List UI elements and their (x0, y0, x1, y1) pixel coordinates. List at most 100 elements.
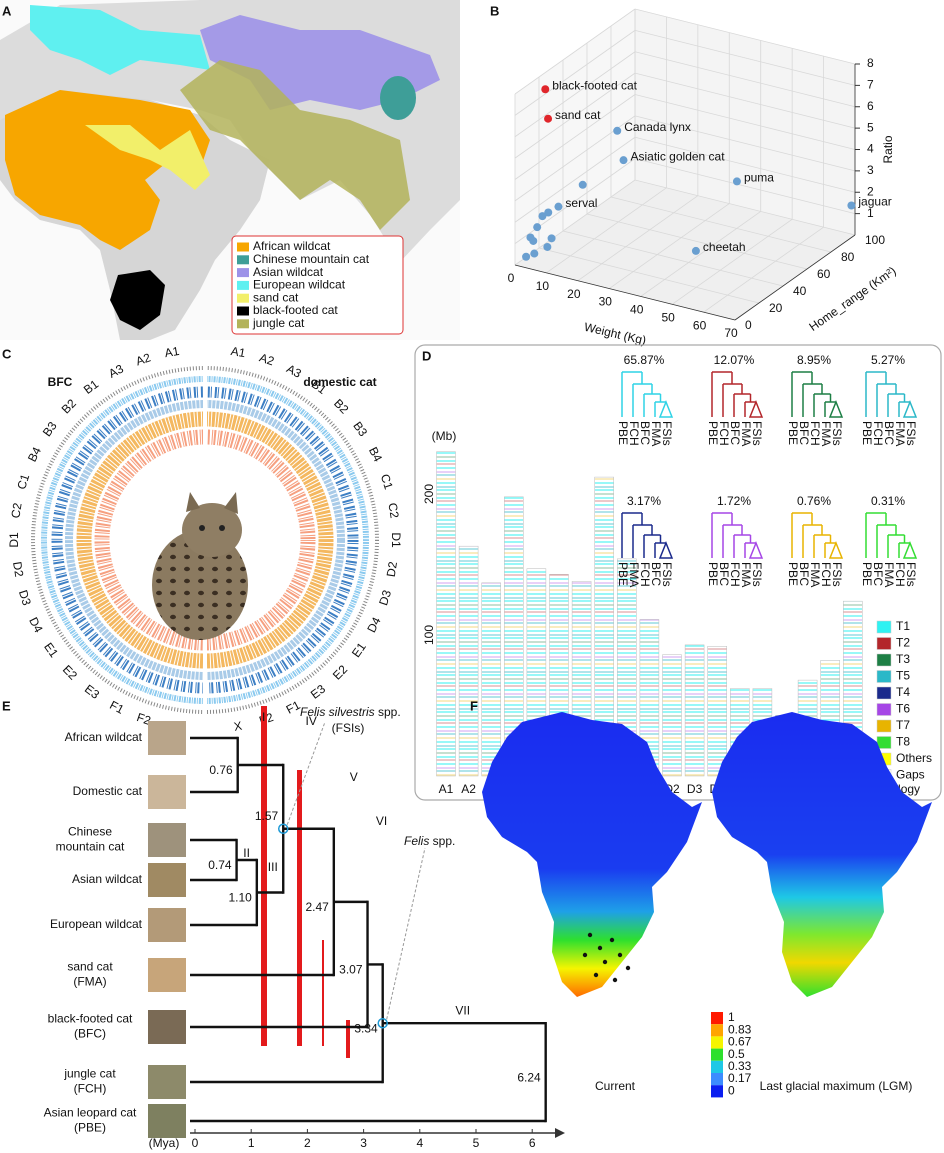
colorbar-label: 0.83 (728, 1022, 752, 1036)
clade-label: V (350, 770, 358, 784)
z-axis-label: Ratio (881, 135, 895, 163)
leaf-label: FCH (808, 421, 822, 446)
colorbar-cell (711, 1024, 723, 1037)
species-label: Asian leopard cat (44, 1106, 137, 1120)
x-axis-label: Weight (Kg) (583, 320, 648, 348)
chromosome-label: A3 (284, 362, 304, 381)
decoration (712, 712, 932, 997)
niche-legend: 10.830.670.50.330.170 Current Last glacial… (595, 1010, 913, 1098)
node-age: 0.74 (208, 858, 232, 872)
z-tick-label: 4 (867, 142, 874, 156)
leaf-label: BFC (882, 421, 896, 445)
point (544, 208, 553, 217)
bar (684, 644, 705, 777)
x-tick-label: D3 (687, 782, 703, 796)
species-label: Domestic cat (73, 784, 143, 798)
panel-letter: F (470, 698, 478, 713)
clade-label: VII (455, 1003, 470, 1017)
legend-label: African wildcat (253, 239, 331, 253)
leader-line (386, 847, 426, 1020)
legend-swatch (876, 637, 892, 650)
decoration (85, 125, 210, 190)
y-tick-label: 80 (841, 250, 855, 264)
scatter3d: 0 10 20 30 40 50 60 70 0 20 40 60 80 100 1 2 3 4 5 6 7 8 Weigh… (508, 8, 899, 348)
chromosome-label: A2 (134, 350, 153, 368)
topology-percent: 0.31% (871, 494, 905, 508)
chromosome-label: E1 (41, 640, 61, 660)
chromosome-label: E2 (330, 662, 351, 683)
map-caption: Last glacial maximum (LGM) (760, 1079, 913, 1093)
legend-label: T1 (896, 619, 910, 633)
legend-swatch (237, 293, 249, 303)
node-highlight (277, 823, 289, 834)
decoration (219, 525, 225, 531)
legend-swatch (237, 319, 249, 329)
legend-swatch (876, 703, 892, 716)
grid-line (514, 136, 636, 223)
leaf-label: BFC (717, 562, 731, 586)
decoration (612, 977, 618, 983)
species-label: black-footed cat (48, 1012, 133, 1026)
leaf-label: PBE (860, 562, 874, 586)
decoration (582, 952, 588, 958)
point-label: sand cat (555, 108, 601, 122)
chromosome-label: B2 (59, 396, 80, 417)
grid-line (562, 230, 784, 287)
leaf-label: FMA (882, 562, 896, 587)
species-label: (FCH) (74, 1082, 107, 1096)
grid-line (634, 179, 856, 236)
colorbar-cell (711, 1073, 723, 1086)
annotation-italic: Felis silvestris (300, 705, 375, 719)
x-tick-label: 10 (536, 279, 550, 293)
topology-percent: 3.17% (627, 494, 661, 508)
leaf-label: BFC (728, 421, 742, 445)
chromosome-label: B4 (25, 444, 44, 464)
tree-clade (828, 399, 844, 418)
chromosome-label: E1 (349, 640, 369, 660)
panel-letter: C (2, 346, 12, 361)
decoration (261, 706, 267, 1046)
panel-letter: A (2, 3, 12, 18)
grid-line (634, 8, 856, 65)
leaf-label: BFC (797, 421, 811, 445)
leaf-label: BFC (797, 562, 811, 586)
leaf-label: BFC (638, 421, 652, 445)
grid-line (609, 203, 730, 289)
species-label: sand cat (67, 960, 113, 974)
panel-letter: B (490, 3, 499, 18)
circos-title: domestic cat (303, 375, 376, 389)
leaf-label: FMA (627, 562, 641, 587)
species-label: Chinese (68, 825, 112, 839)
decoration (199, 525, 205, 531)
x-tick-label: 6 (529, 1136, 536, 1150)
grid-line (634, 72, 856, 129)
x-tick-label: 3 (360, 1136, 367, 1150)
chromosome-label: A1 (230, 344, 247, 360)
tree-clade (748, 399, 764, 418)
point-label: jaguar (857, 195, 891, 209)
tree-clade (828, 540, 844, 559)
leaf-label: FCH (893, 562, 907, 587)
point (541, 85, 550, 94)
tree-clade (658, 540, 674, 559)
clade-label: II (243, 846, 250, 860)
species-label: African wildcat (65, 730, 143, 744)
leaf-label: FSIs (750, 421, 764, 446)
y-tick-label: 0 (745, 318, 752, 332)
species-photo (148, 775, 186, 809)
species-photo (148, 1010, 186, 1044)
x-tick-label: 0 (192, 1136, 199, 1150)
tree-clade (748, 540, 764, 559)
chromosome-label: B3 (40, 419, 60, 439)
leader-line (286, 721, 326, 825)
node-age: 0.76 (209, 763, 233, 777)
panel-letters: A B C D E F (2, 3, 499, 713)
chromosome-label: C1 (14, 472, 32, 491)
panel-letter: E (2, 698, 11, 713)
y-tick-label: 40 (793, 284, 807, 298)
legend-label: T6 (896, 702, 910, 716)
x-tick-label: 40 (630, 303, 644, 317)
topology-trees: 65.87%PBEFCHBFCFMAFSIs12.07%PBEFCHBFCFMA… (616, 353, 918, 587)
range-map (0, 0, 460, 340)
grid-line (634, 158, 856, 215)
